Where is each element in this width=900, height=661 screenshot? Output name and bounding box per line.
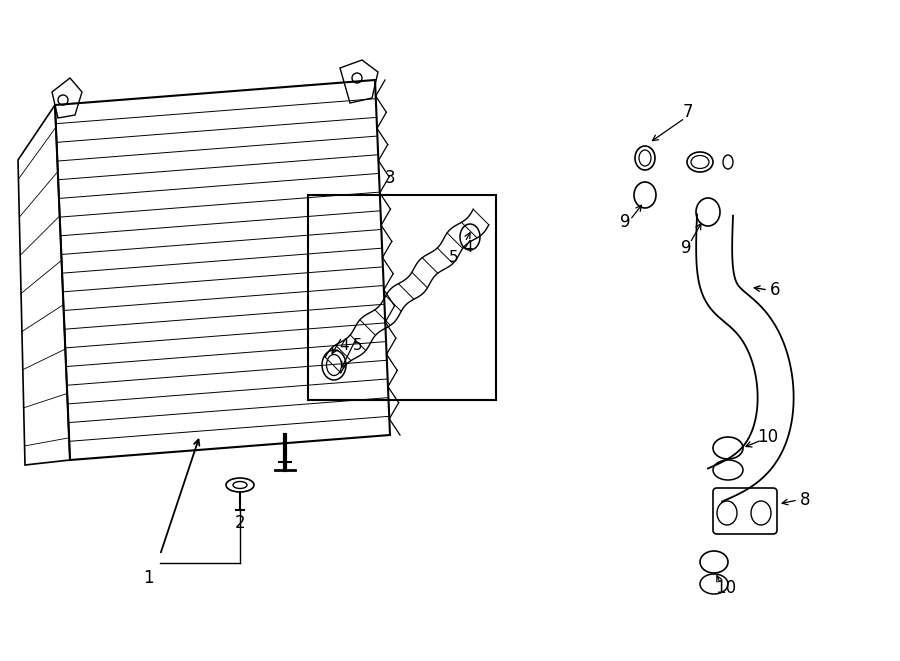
Text: 8: 8 [800, 491, 810, 509]
Text: 10: 10 [758, 428, 778, 446]
Text: 1: 1 [143, 569, 153, 587]
Text: 3: 3 [384, 169, 395, 187]
Text: 4: 4 [464, 241, 472, 256]
Text: 6: 6 [770, 281, 780, 299]
Text: 9: 9 [620, 213, 630, 231]
Text: 7: 7 [683, 103, 693, 121]
Text: 10: 10 [716, 579, 736, 597]
Text: 5: 5 [449, 251, 459, 266]
Text: 5: 5 [353, 338, 363, 352]
Text: 9: 9 [680, 239, 691, 257]
Text: 2: 2 [235, 514, 246, 532]
Bar [308, 195, 496, 400]
Text: 4: 4 [339, 338, 349, 352]
